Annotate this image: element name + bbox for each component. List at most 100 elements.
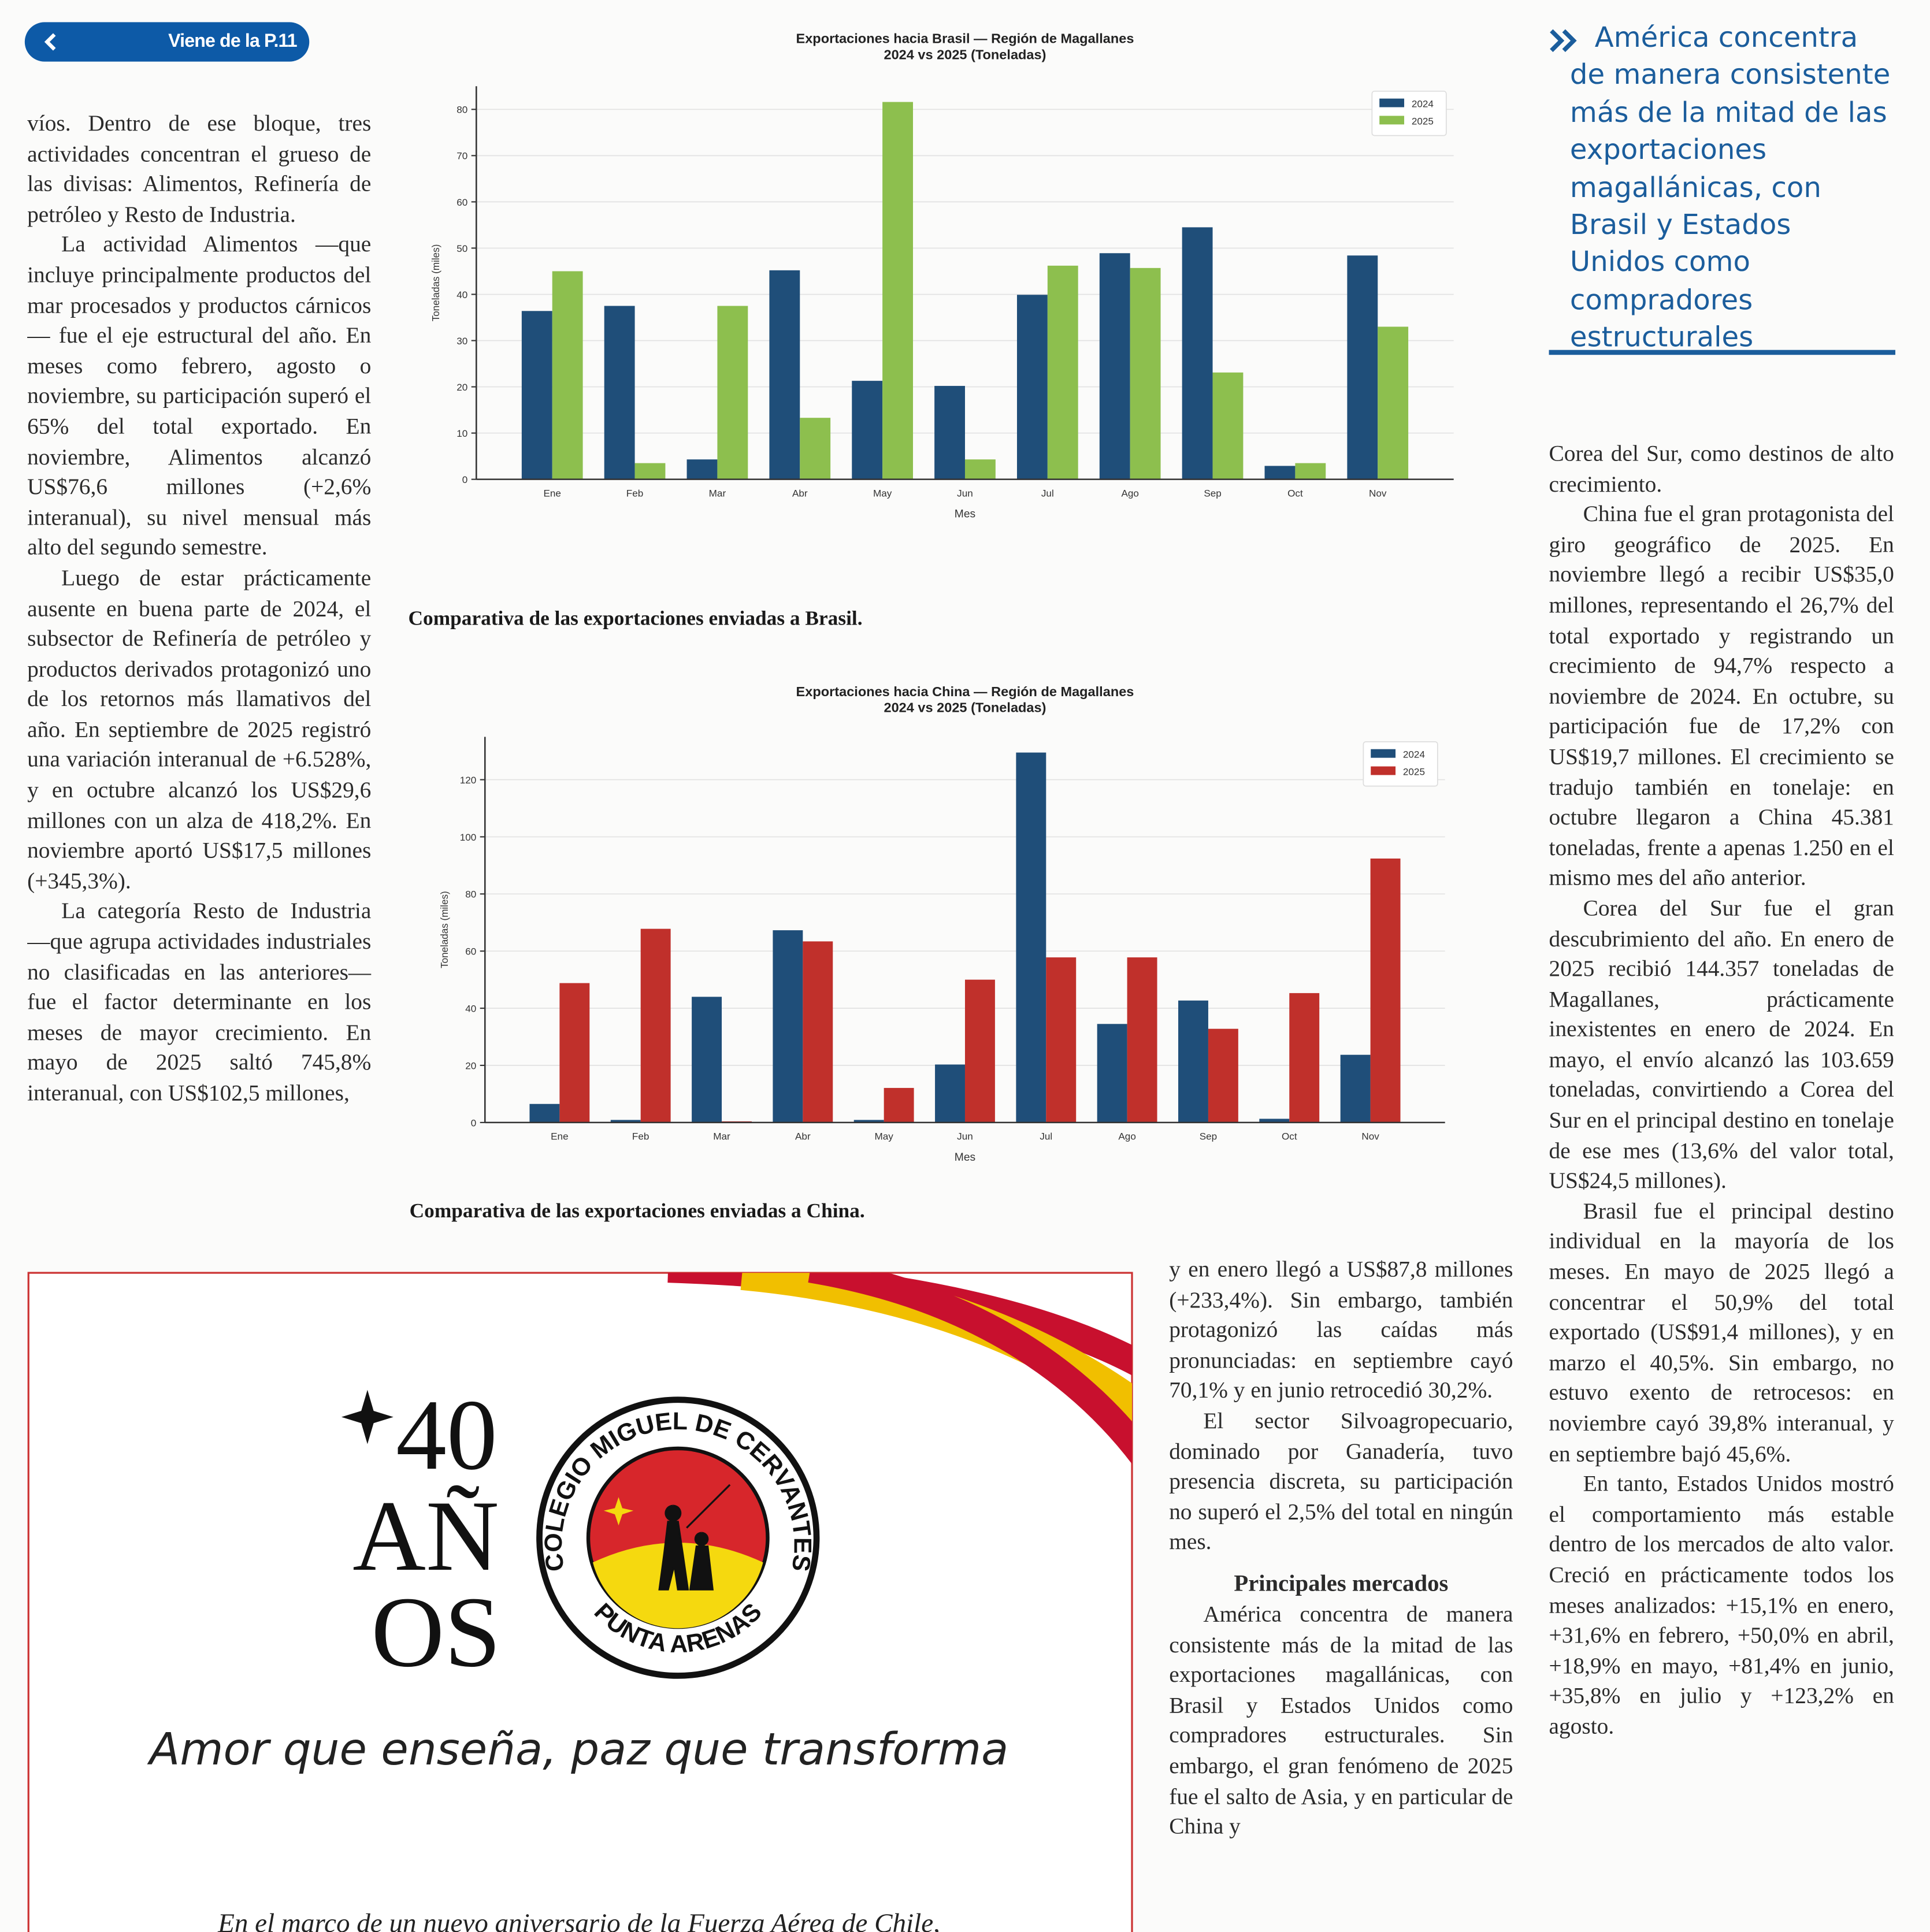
chart-title: Exportaciones hacia China — Región de Ma… [796,684,1134,699]
y-tick-label: 100 [460,832,477,843]
bar [686,459,718,480]
legend-swatch [1371,766,1396,775]
x-tick-label: Abr [795,1131,811,1142]
y-tick-label: 0 [462,474,468,485]
x-tick-label: Feb [632,1131,649,1142]
paragraph: La actividad Alimentos —que incluye prin… [27,232,372,560]
paragraph: víos. Dentro de ese bloque, tres activid… [27,110,372,226]
y-tick-label: 0 [471,1117,477,1128]
bar [800,418,831,480]
x-tick-label: Ene [551,1131,568,1142]
x-tick-label: Nov [1361,1131,1379,1142]
x-tick-label: Abr [792,488,808,499]
ad-footer: En el marco de un nuevo aniversario de l… [217,1908,940,1932]
bar [1378,326,1409,480]
x-tick-label: Nov [1369,488,1387,499]
y-tick-label: 20 [456,382,467,393]
bar [852,381,883,480]
back-icon [44,33,56,51]
y-axis-label: Toneladas (miles) [439,891,450,968]
legend-frame [1363,741,1438,787]
bar [1295,463,1326,480]
bar [640,928,671,1123]
section-heading: Principales mercados [1234,1571,1449,1597]
y-tick-label: 20 [465,1060,476,1071]
quote-icon [1550,29,1577,53]
x-axis-label: Mes [955,508,975,521]
pull-quote: América concentra de manera consistente … [1549,20,1896,355]
bar [1264,466,1296,480]
legend-frame [1371,90,1447,136]
bar [803,941,833,1123]
x-tick-label: May [874,1131,893,1142]
y-tick-label: 30 [456,336,467,347]
chart-subtitle: 2024 vs 2025 (Toneladas) [884,47,1046,62]
x-tick-label: Mar [709,488,726,499]
bar [604,306,635,480]
ad-years: AÑ [352,1480,499,1592]
bar [1347,255,1378,480]
paragraph: China fue el gran protagonista del giro … [1549,501,1894,890]
bar [1340,1054,1371,1123]
y-tick-label: 60 [465,946,476,957]
bar [1016,295,1048,480]
ad-years: OS [371,1576,500,1688]
bar [1046,957,1077,1123]
bar [529,1104,560,1123]
bar [1016,752,1046,1123]
bar [1259,1119,1290,1123]
bar [634,463,666,480]
chart-caption: Comparativa de las exportaciones enviada… [408,606,863,630]
ad-years: 40 [396,1379,498,1491]
legend-swatch [1379,98,1405,107]
paragraph: La categoría Resto de Industria —que agr… [27,898,372,1106]
x-axis-label: Mes [955,1151,975,1164]
bar [964,979,995,1123]
x-tick-label: Jul [1040,1131,1052,1142]
y-tick-label: 70 [456,151,467,162]
y-tick-label: 10 [456,428,467,439]
x-tick-label: Ago [1121,488,1138,499]
paragraph: El sector Silvoagropecuario, dominado po… [1169,1408,1513,1555]
x-tick-label: Sep [1200,1131,1217,1142]
bar [1182,227,1213,480]
x-tick-label: Jun [957,1131,973,1142]
continued-badge: Viene de la P.11 [24,22,310,62]
bar [769,270,800,480]
bar [521,311,552,480]
x-tick-label: Jul [1041,488,1054,499]
legend-label: 2025 [1412,116,1434,127]
x-tick-label: Sep [1204,488,1221,499]
legend-label: 2024 [1412,99,1434,110]
paragraph: Corea del Sur, como destinos de alto cre… [1549,441,1894,496]
bar [1289,993,1320,1123]
paragraph: En tanto, Estados Unidos mostró el compo… [1549,1471,1894,1739]
y-tick-label: 40 [456,289,467,300]
paragraph: Brasil fue el principal destino individu… [1549,1198,1894,1466]
paragraph: Corea del Sur fue el gran descubrimiento… [1549,896,1894,1193]
bar [1212,372,1244,480]
left-column: víos. Dentro de ese bloque, tres activid… [27,109,371,1230]
legend-label: 2024 [1403,749,1425,760]
paragraph: y en enero llegó a US$87,8 millones (+23… [1169,1257,1513,1403]
star-icon [341,1389,394,1444]
bar [884,1088,914,1123]
y-tick-label: 80 [456,105,467,116]
advertisement: 40 AÑ OS COLEGIO MIGUEL DE CERVANTES PUN… [27,1272,1133,1932]
chart-title: Exportaciones hacia Brasil — Región de M… [796,31,1134,46]
bar [1370,858,1401,1123]
x-tick-label: Oct [1287,488,1303,499]
bar [552,271,583,480]
bar [1208,1028,1238,1123]
chart-caption: Comparativa de las exportaciones enviada… [409,1199,865,1223]
bar [935,1064,965,1123]
pull-quote-text: América concentra de manera consistente … [1569,22,1891,354]
ad-tagline: Amor que enseña, paz que transforma [147,1724,1009,1775]
y-tick-label: 50 [456,243,467,254]
bar [1130,267,1161,480]
bar [1097,1024,1127,1123]
bar [773,930,803,1123]
bar-chart: Exportaciones hacia China — Región de Ma… [439,684,1445,1164]
